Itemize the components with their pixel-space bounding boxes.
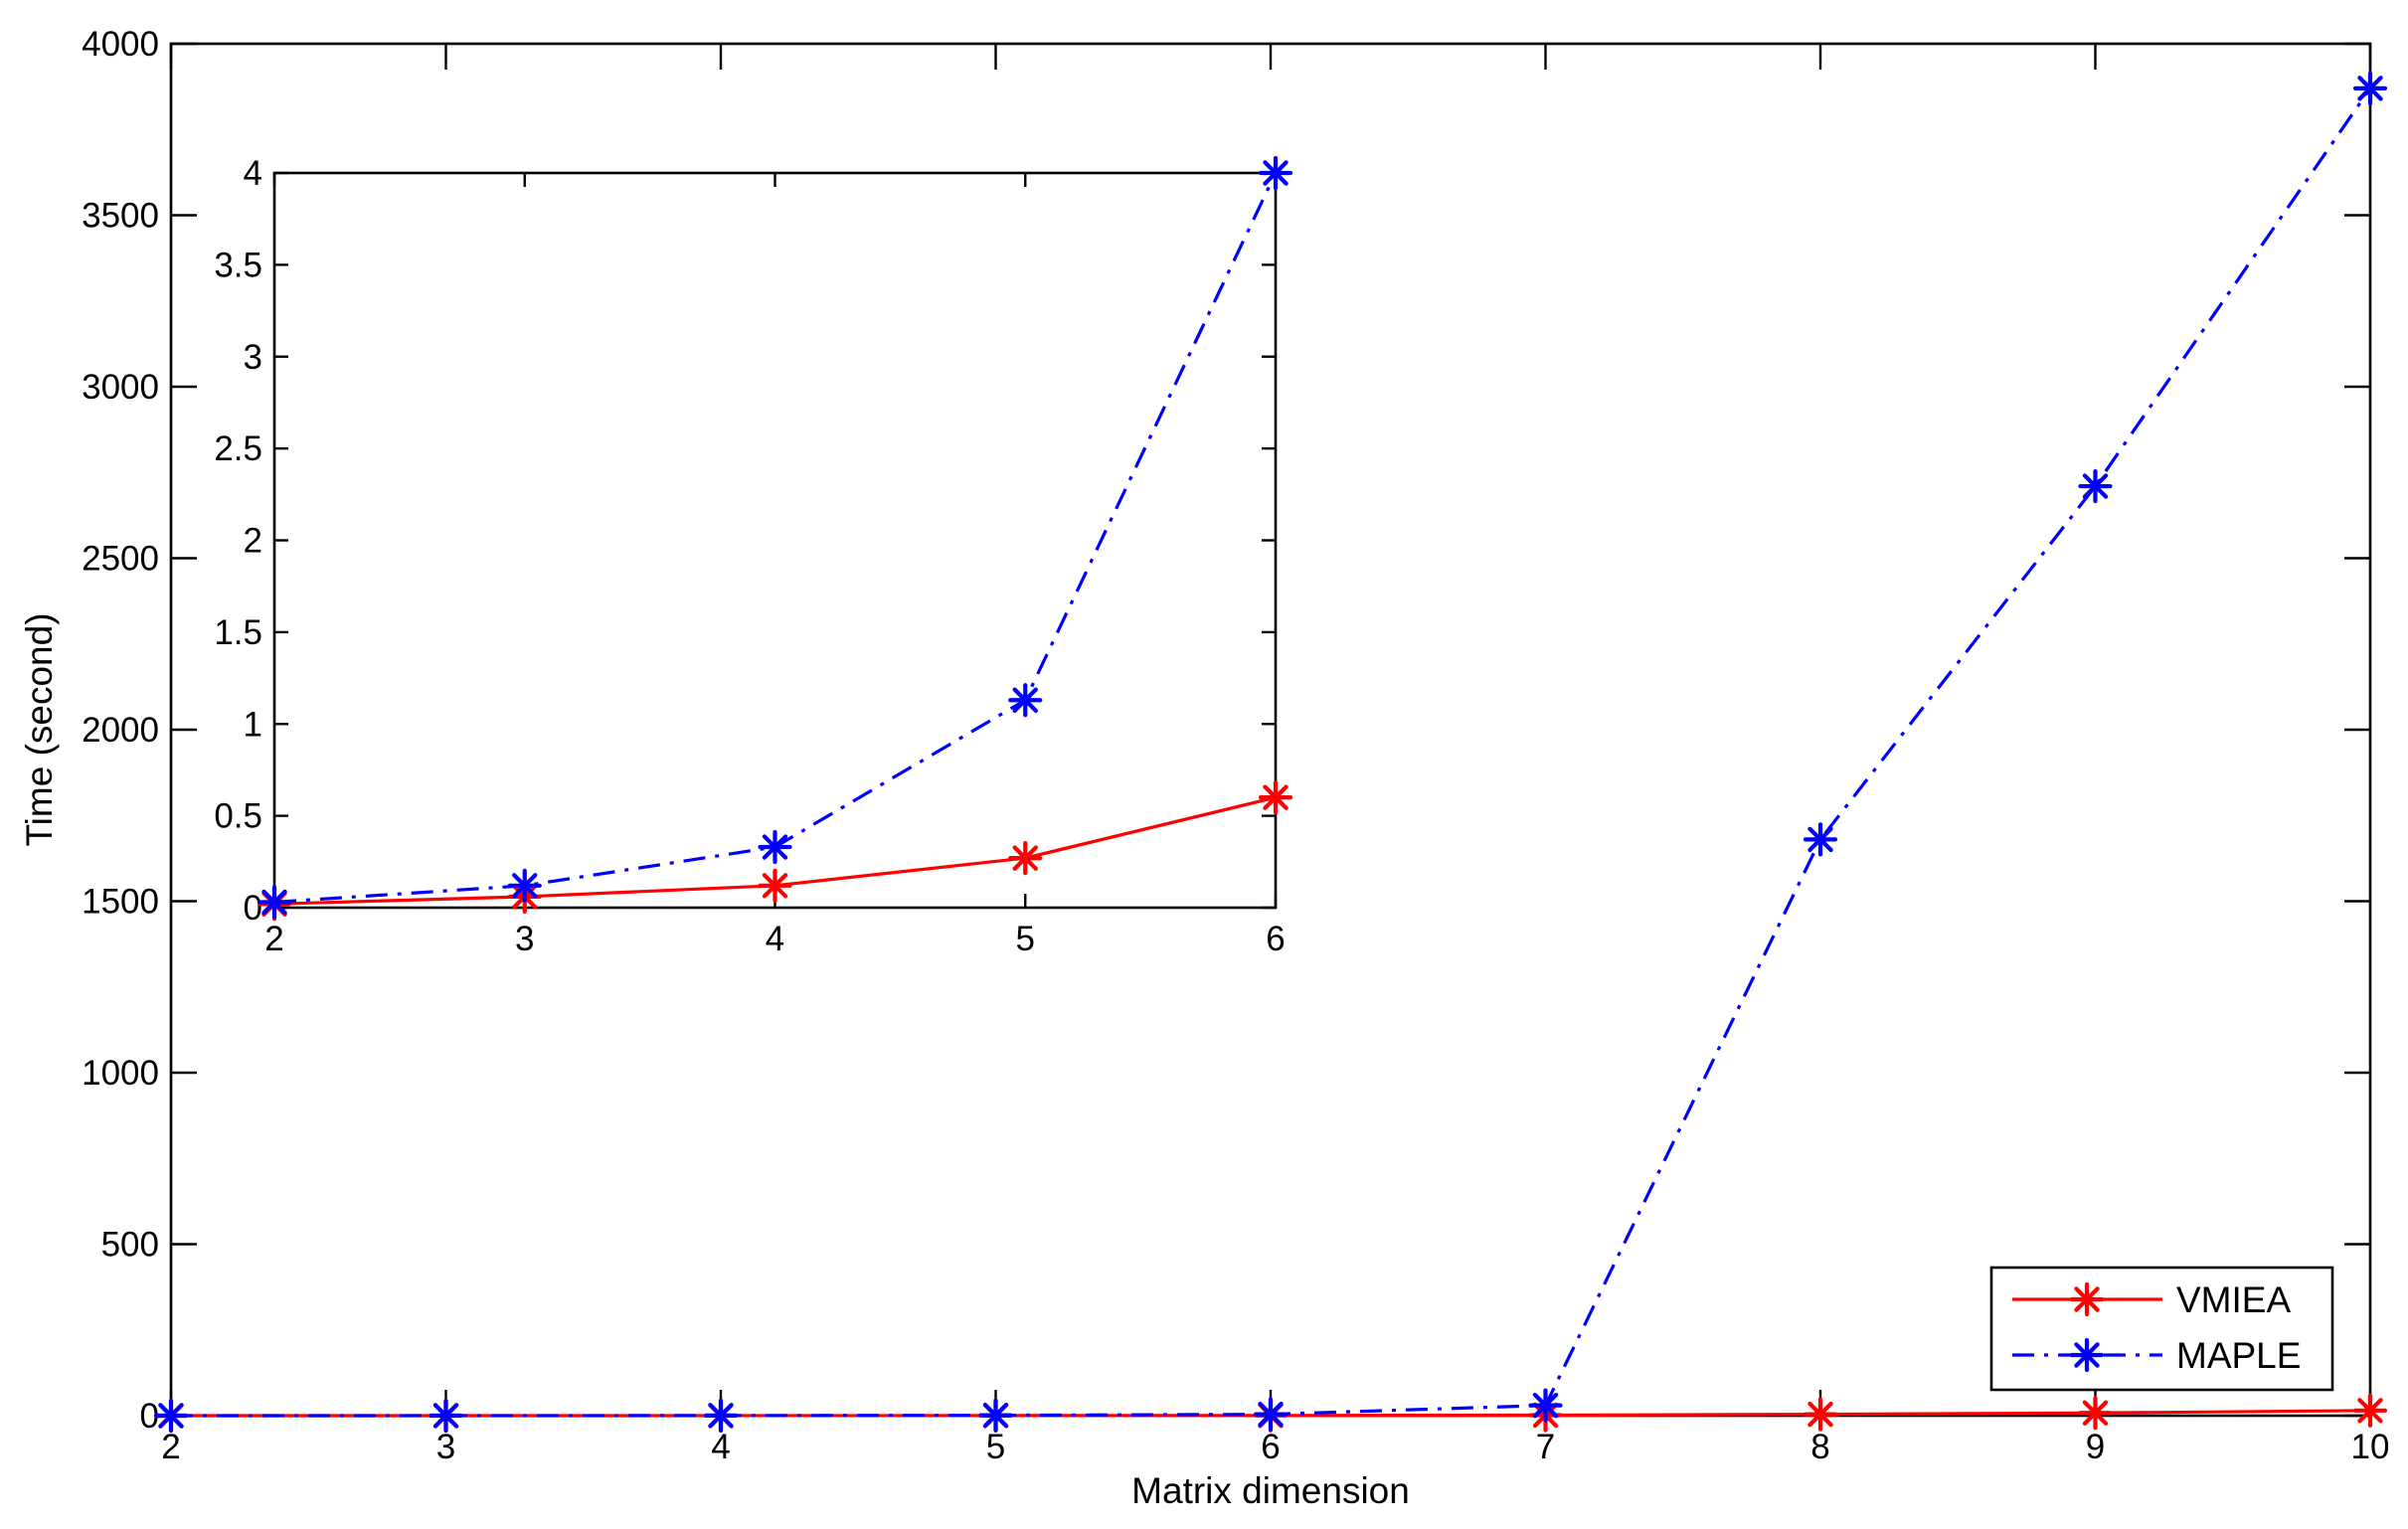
inset-y-tick-label: 3 (244, 338, 262, 377)
inset-plot-area (274, 173, 1276, 908)
main-x-tick-label: 7 (1536, 1428, 1555, 1466)
main-point-maple (2352, 71, 2388, 105)
main-point-vmiea (2352, 1393, 2388, 1428)
main-point-maple (2078, 468, 2113, 504)
legend: VMIEA MAPLE (1989, 1266, 2334, 1392)
main-x-tick-label: 4 (711, 1428, 730, 1466)
x-axis-title: Matrix dimension (1131, 1470, 1410, 1511)
main-point-maple (703, 1398, 739, 1433)
main-point-maple (1803, 822, 1838, 857)
main-point-maple (1253, 1397, 1289, 1432)
main-x-tick-label: 6 (1261, 1428, 1280, 1466)
inset-x-tick-label: 3 (515, 920, 534, 958)
main-point-maple (1528, 1388, 1563, 1423)
inset-x-tick-label: 5 (1016, 920, 1035, 958)
main-y-tick-label: 2000 (82, 711, 159, 750)
inset-y-tick-label: 1 (244, 705, 262, 744)
inset-y-tick-label: 1.5 (214, 613, 262, 652)
inset-y-tick-label: 0.5 (214, 797, 262, 836)
inset-axes: 2 3 4 5 6 0 0.5 1 1.5 2 2.5 3 3.5 4 (214, 154, 1285, 958)
inset-point-vmiea (758, 868, 792, 903)
main-y-tick-label: 1000 (82, 1054, 159, 1093)
inset-y-tick-label: 2.5 (214, 429, 262, 468)
inset-point-maple (507, 868, 542, 903)
main-x-tick-label: 5 (986, 1428, 1005, 1466)
inset-point-maple (257, 885, 292, 920)
main-x-tick-label: 8 (1810, 1428, 1829, 1466)
inset-x-tick-label: 4 (766, 920, 784, 958)
main-x-tick-label: 2 (161, 1428, 180, 1466)
inset-point-maple (1258, 155, 1293, 191)
inset-series-group (257, 155, 1293, 922)
main-series-group (153, 71, 2388, 1434)
main-x-tick-label: 3 (436, 1428, 455, 1466)
legend-label-vmiea: VMIEA (2176, 1279, 2291, 1320)
legend-box (1989, 1266, 2334, 1392)
inset-point-maple (758, 829, 792, 865)
main-point-maple (153, 1398, 189, 1434)
main-y-tick-label: 0 (140, 1397, 159, 1436)
legend-marker-vmiea (2069, 1281, 2105, 1317)
main-y-tick-label: 1500 (82, 883, 159, 922)
inset-point-vmiea (1258, 780, 1293, 815)
main-point-maple (429, 1398, 463, 1434)
y-axis-title: Time (second) (19, 612, 60, 846)
main-point-vmiea (1803, 1397, 1838, 1432)
legend-label-maple: MAPLE (2176, 1335, 2301, 1376)
inset-x-tick-label: 6 (1266, 920, 1285, 958)
inset-y-tick-label: 4 (244, 154, 262, 193)
inset-x-tick-label: 2 (264, 920, 283, 958)
inset-point-maple (1008, 683, 1043, 718)
main-y-tick-label: 3500 (82, 197, 159, 236)
main-point-vmiea (2078, 1396, 2113, 1431)
inset-y-tick-label: 0 (244, 889, 262, 928)
inset-background (274, 173, 1276, 908)
inset-y-tick-label: 3.5 (214, 246, 262, 284)
main-y-tick-label: 4000 (82, 25, 159, 64)
main-y-tick-label: 3000 (82, 368, 159, 407)
inset-y-tick-label: 2 (244, 522, 262, 561)
main-x-tick-label: 9 (2086, 1428, 2105, 1466)
main-y-tick-label: 500 (101, 1226, 159, 1265)
main-point-maple (978, 1398, 1013, 1433)
inset-point-vmiea (1008, 841, 1043, 876)
main-x-tick-label: 10 (2351, 1428, 2390, 1466)
main-y-tick-label: 2500 (82, 540, 159, 579)
legend-marker-maple (2069, 1337, 2105, 1373)
